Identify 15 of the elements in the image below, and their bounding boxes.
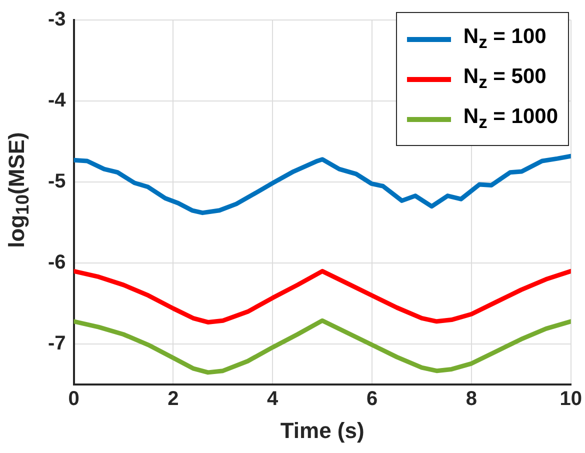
x-tick-label: 8 [466,388,478,410]
y-tick-label: -6 [48,252,66,274]
legend-label: N$_{z}$ = 100 [463,24,546,54]
y-tick-label: -3 [48,8,66,31]
legend-label: N$_{z}$ = 500 [463,64,546,94]
y-tick-label: -4 [48,90,67,112]
y-tick-label: -7 [48,332,66,355]
y-tick-label: -5 [48,170,66,193]
x-tick-label: 10 [560,388,582,410]
x-tick-label: 0 [68,388,80,410]
x-tick-label: 4 [267,388,280,410]
x-tick-label: 6 [366,388,378,410]
x-axis-title: Time (s) [280,418,364,443]
x-tick-label: 2 [168,388,179,410]
legend-label: N$_{z}$ = 1000 [463,104,558,134]
